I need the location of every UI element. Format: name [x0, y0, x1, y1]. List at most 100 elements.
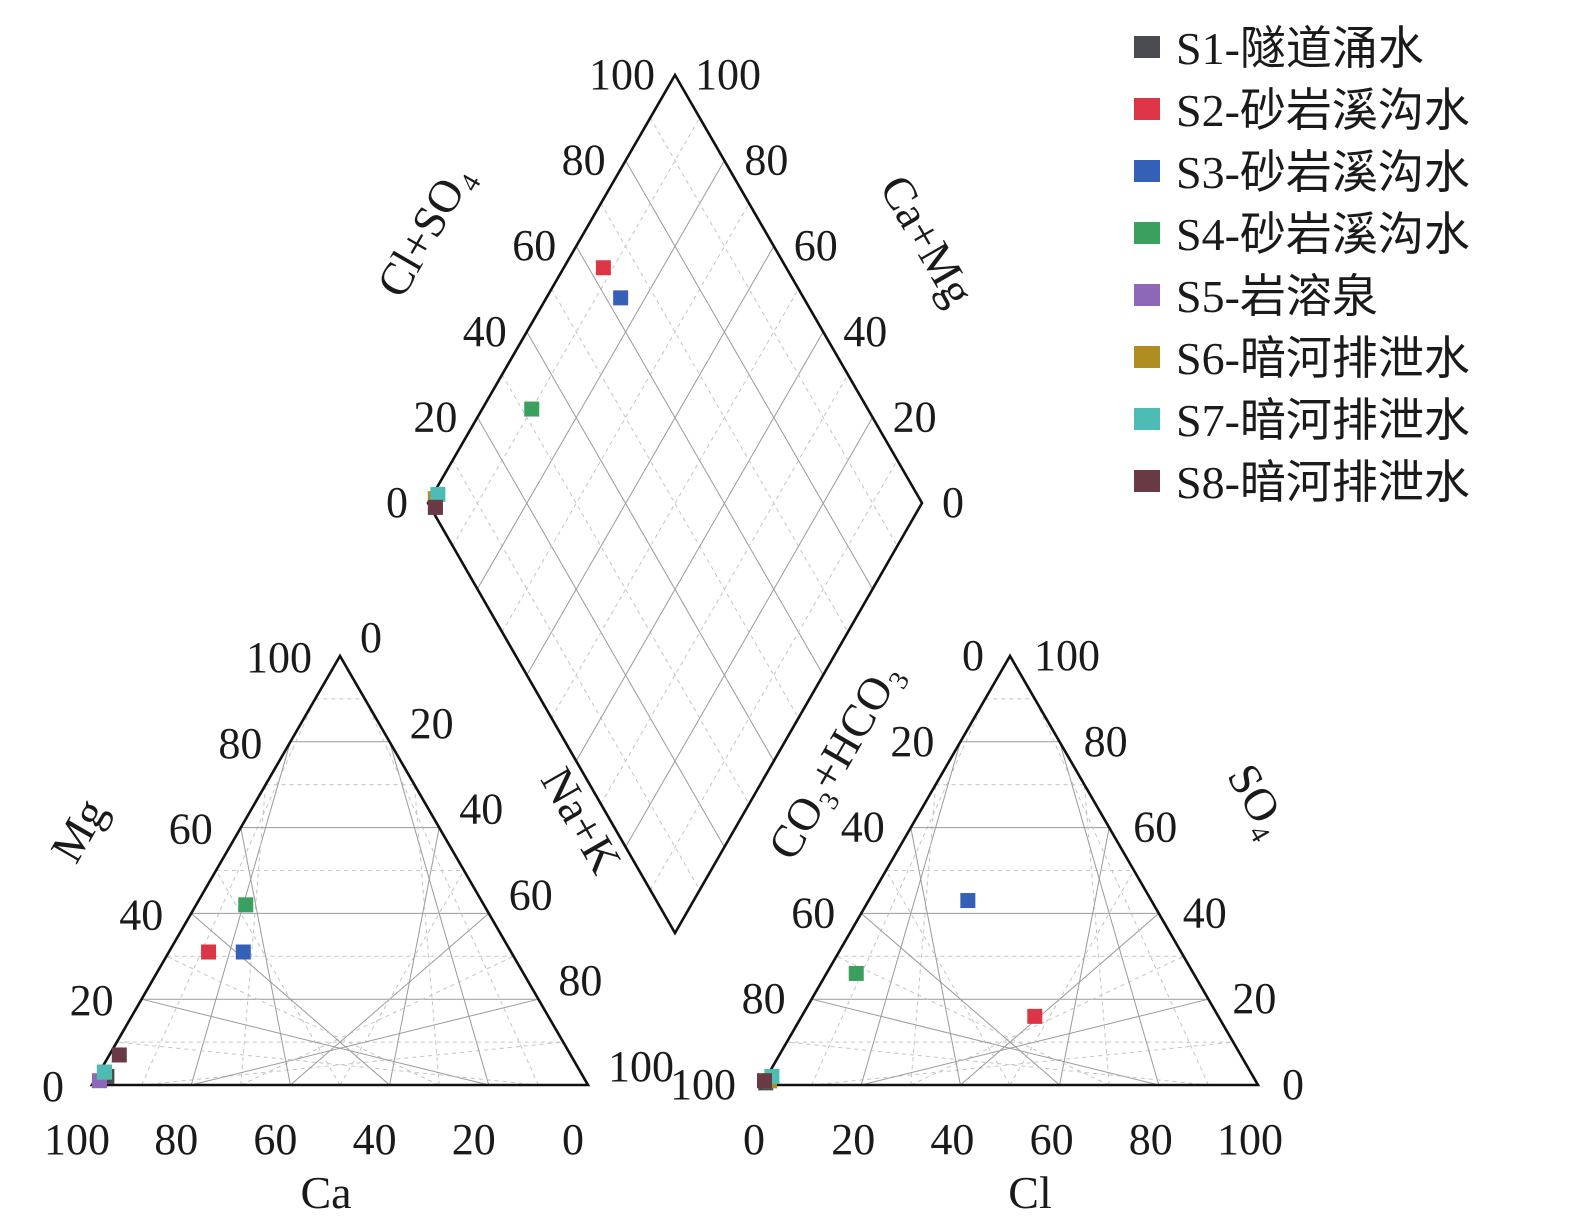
diamond-upper-left-tick-label: 40: [463, 307, 507, 356]
cation-grid-line: [240, 784, 267, 1086]
legend-swatch-s1: [1134, 36, 1160, 58]
cation-bottom-tick-label: 60: [253, 1115, 297, 1164]
diamond-grid-line: [600, 203, 849, 633]
anion-right-tick-label: 20: [1232, 974, 1276, 1023]
diamond-point-s2: [595, 260, 611, 276]
diamond-grid-line: [551, 288, 799, 719]
diamond-grid-line: [649, 459, 898, 891]
cation-right-axis-label: Na+K: [531, 759, 632, 882]
legend-swatch-s7: [1134, 408, 1160, 430]
diamond-upper-left-tick-label: 20: [413, 392, 457, 441]
diamond-grid-line: [600, 374, 849, 805]
anion-point-s2: [1027, 1008, 1043, 1024]
legend-label-s7: S7-暗河排泄水: [1176, 395, 1470, 446]
anion-left-tick-label: 40: [841, 803, 885, 852]
cation-left-tick-label: 80: [218, 719, 262, 768]
anion-point-s3: [960, 893, 976, 909]
legend-label-s8: S8-暗河排泄水: [1176, 457, 1470, 508]
grid-lines: [116, 117, 1234, 1086]
data-points: [91, 260, 1043, 1091]
diamond-grid-line: [575, 331, 824, 762]
cation-point-s2: [201, 944, 217, 960]
anion-bottom-tick-label: 40: [930, 1115, 974, 1164]
cation-grid-line: [413, 784, 440, 1086]
anion-left-tick-label: 100: [670, 1060, 736, 1109]
diamond-upper-right-axis-label: Ca+Mg: [870, 166, 985, 314]
diagram-frames: [89, 72, 1261, 1087]
anion-right-axis-label: SO₄: [1218, 755, 1300, 845]
anion-bottom-tick-label: 60: [1030, 1115, 1074, 1164]
legend: S1-隧道涌水 S2-砂岩溪沟水 S3-砂岩溪沟水 S4-砂岩溪沟水 S5-岩溶泉 S6-…: [1134, 23, 1470, 508]
anion-right-tick-label: 40: [1183, 888, 1227, 937]
legend-label-s3: S3-砂岩溪沟水: [1176, 147, 1470, 198]
diamond-point-s4: [524, 401, 540, 417]
cation-left-axis-label: Mg: [41, 790, 117, 871]
legend-swatch-s2: [1134, 98, 1160, 120]
anion-grid-line: [885, 870, 1011, 1086]
anion-grid-line: [1083, 784, 1110, 1086]
cation-point-s8: [111, 1047, 127, 1063]
diamond-grid-line: [452, 117, 701, 547]
anion-left-tick-label: 80: [742, 974, 786, 1023]
diamond-upper-left-tick-label: 0: [386, 478, 408, 527]
cation-bottom-tick-label: 20: [452, 1115, 496, 1164]
cation-right-tick-label: 20: [410, 699, 454, 748]
anion-left-tick-label: 20: [890, 717, 934, 766]
anion-grid-line: [910, 784, 937, 1086]
anion-bottom-tick-label: 100: [1217, 1115, 1283, 1164]
legend-swatch-s4: [1134, 222, 1160, 244]
diamond-upper-right-tick-label: 40: [843, 307, 887, 356]
anion-grid-line: [811, 998, 1159, 1086]
cation-bottom-tick-label: 80: [154, 1115, 198, 1164]
anion-right-tick-label: 80: [1084, 717, 1128, 766]
cation-grid-line: [166, 955, 440, 1086]
legend-label-s1: S1-隧道涌水: [1176, 23, 1424, 74]
cation-grid-line: [339, 870, 465, 1086]
diamond-frame: [426, 72, 924, 936]
cation-grid-line: [190, 913, 390, 1086]
cation-grid-line: [389, 741, 490, 1086]
diamond-grid-line: [551, 288, 799, 719]
diamond-grid-line: [625, 417, 874, 848]
diamond-grid-line: [501, 374, 750, 805]
anion-triangle-frame: [759, 653, 1261, 1087]
cation-left-tick-label: 40: [119, 890, 163, 939]
cation-bottom-tick-label: 100: [44, 1115, 110, 1164]
cation-right-tick-label: 100: [608, 1042, 674, 1091]
anion-bottom-axis-label: Cl: [1008, 1167, 1051, 1218]
anion-left-tick-label: 0: [962, 631, 984, 680]
legend-swatch-s3: [1134, 160, 1160, 182]
diamond-grid-line: [625, 160, 874, 590]
anion-point-s8: [756, 1073, 772, 1089]
diamond-upper-right-tick-label: 100: [695, 50, 761, 99]
anion-right-tick-label: 60: [1133, 803, 1177, 852]
cation-triangle-frame: [89, 653, 591, 1087]
cation-grid-line: [364, 698, 539, 1086]
cation-grid-line: [141, 998, 489, 1086]
diamond-grid-line: [575, 245, 824, 676]
diamond-grid-line: [501, 203, 750, 633]
diamond-grid-line: [649, 117, 898, 547]
legend-swatch-s8: [1134, 470, 1160, 492]
legend-label-s4: S4-砂岩溪沟水: [1176, 209, 1470, 260]
cation-right-tick-label: 0: [360, 613, 382, 662]
anion-right-tick-label: 100: [1034, 631, 1100, 680]
diamond-point-s3: [613, 290, 629, 306]
anion-left-axis-label: CO₃+HCO₃: [758, 653, 912, 868]
cation-grid-line: [389, 827, 440, 1086]
cation-bottom-tick-label: 40: [353, 1115, 397, 1164]
diamond-point-s7: [430, 486, 446, 502]
cation-right-tick-label: 60: [509, 870, 553, 919]
cation-left-tick-label: 20: [70, 976, 114, 1025]
cation-grid-line: [116, 1041, 539, 1086]
cation-left-tick-label: 100: [246, 633, 312, 682]
diamond-point-s8: [427, 499, 443, 515]
cation-grid-line: [215, 870, 341, 1086]
diamond-grid-line: [526, 245, 775, 676]
anion-bottom-tick-label: 0: [743, 1115, 765, 1164]
diamond-upper-left-tick-label: 80: [562, 136, 606, 185]
diamond-upper-right-tick-label: 20: [893, 392, 937, 441]
anion-grid-line: [811, 698, 986, 1086]
cation-point-s7: [96, 1064, 112, 1080]
